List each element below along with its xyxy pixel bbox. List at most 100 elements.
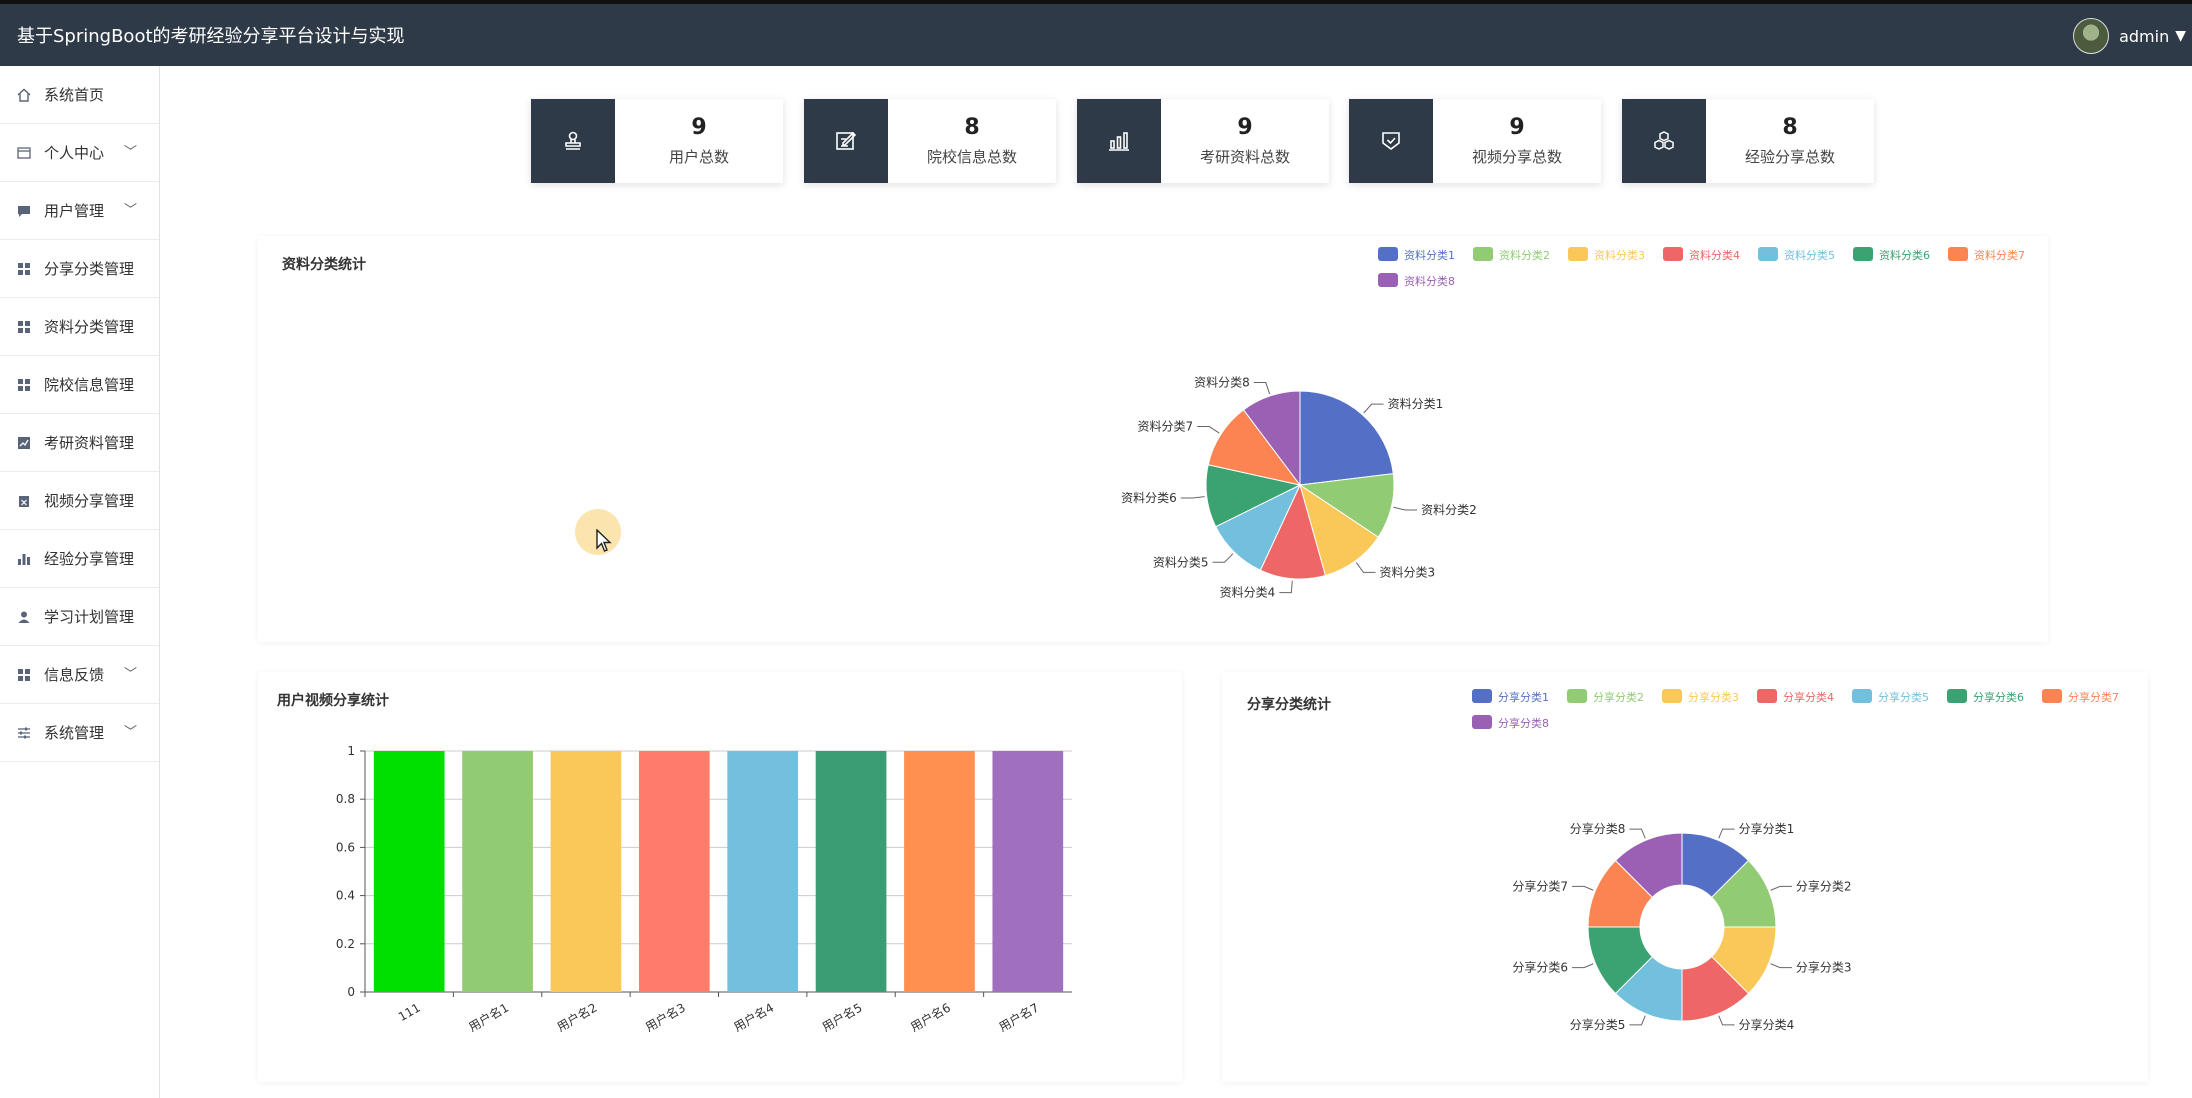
stat-card: 9 考研资料总数 [1077,99,1329,183]
caret-down-icon[interactable]: ▼ [2175,28,2186,44]
sidebar-item[interactable]: 分享分类管理 [0,240,159,298]
pie-label: 资料分类7 [1138,420,1194,434]
sidebar-item[interactable]: 视频分享管理 [0,472,159,530]
sidebar-item-label: 学习计划管理 [44,608,135,626]
chevron-down-icon[interactable]: ﹀ [123,667,137,682]
sliders-icon [17,726,31,740]
x-tick-label: 用户名3 [643,1000,688,1035]
legend-swatch [1947,689,1967,703]
pie-slice [1614,832,1683,899]
pie-label-line [1629,1015,1646,1026]
bar [904,751,975,992]
id-card-icon [17,146,31,160]
legend-label: 分享分类7 [2068,690,2119,704]
sidebar-item-label: 资料分类管理 [44,318,135,336]
x-tick-label: 用户名6 [908,1000,953,1035]
legend-label: 分享分类8 [1498,716,1549,730]
stat-value: 8 [964,115,980,140]
pie-label-line [1197,426,1220,434]
legend-swatch [1473,247,1493,261]
pie-slice [1242,390,1301,487]
legend-label: 分享分类5 [1878,690,1929,704]
stat-value: 9 [691,115,707,140]
x-tick-label: 用户名4 [731,1000,776,1035]
pie-label-line [1393,506,1418,511]
pie-slice [1298,473,1395,538]
pie-label: 资料分类5 [1153,555,1209,569]
sidebar-item[interactable]: 学习计划管理 [0,588,159,646]
pie-label: 分享分类5 [1570,1017,1626,1032]
pie-label-line [1572,885,1594,891]
pie-slice [1207,409,1302,486]
stat-label: 考研资料总数 [1199,148,1290,166]
legend-label: 分享分类1 [1498,690,1549,704]
sidebar-item[interactable]: 经验分享管理 [0,530,159,588]
pie-label-line [1770,885,1792,891]
legend-swatch [1853,247,1873,261]
legend-swatch [1758,247,1778,261]
legend-swatch [1472,715,1492,729]
grid-icon [17,668,31,682]
legend-label: 资料分类7 [1974,248,2025,262]
sidebar-item[interactable]: 用户管理 ﹀ [0,182,159,240]
stat-label: 用户总数 [668,148,729,166]
sidebar: 系统首页 个人中心 ﹀ 用户管理 ﹀ 分享分类管理 资料分类管理 院校信息管理 考研资料管理 视频… [0,66,160,1098]
pie-label: 资料分类2 [1421,503,1477,517]
shield-icon [1349,99,1433,183]
x-tick-label: 111 [396,1000,423,1024]
user-icon [17,610,31,624]
y-tick-label: 0 [347,985,355,999]
sidebar-item[interactable]: 院校信息管理 [0,356,159,414]
bar [815,751,887,992]
panel-title: 资料分类统计 [282,257,366,273]
x-tick-label: 用户名1 [466,1000,511,1035]
pie-label-line [1770,963,1792,969]
pie-label: 分享分类6 [1512,960,1568,975]
app-title: 基于SpringBoot的考研经验分享平台设计与实现 [17,26,405,47]
sidebar-item-label: 视频分享管理 [44,492,135,510]
bar [550,751,622,992]
sidebar-item-label: 经验分享管理 [44,550,135,568]
legend-label: 资料分类2 [1499,248,1550,262]
user-video-panel: 用户视频分享统计 0 0.2 0.4 0.6 0.8 1 111 用户名1 用户名2 用户名3 用户… [258,672,1182,1082]
grid-icon [17,262,31,276]
sidebar-item[interactable]: 信息反馈 ﹀ [0,646,159,704]
chevron-down-icon[interactable]: ﹀ [123,145,137,160]
legend-label: 分享分类3 [1688,690,1739,704]
legend-label: 资料分类8 [1404,274,1455,288]
sidebar-item-label: 个人中心 [44,144,105,162]
chevron-down-icon[interactable]: ﹀ [123,725,137,740]
legend-label: 分享分类2 [1593,690,1644,704]
y-tick-label: 0.6 [336,840,355,854]
legend-label: 分享分类4 [1783,690,1834,704]
pie-label: 分享分类8 [1570,821,1626,836]
username[interactable]: admin [2119,26,2170,46]
legend-swatch [1662,689,1682,703]
x-tick-label: 用户名7 [996,1000,1041,1035]
pie-label-line [1212,553,1234,563]
sidebar-item[interactable]: 个人中心 ﹀ [0,124,159,182]
top-bar: 基于SpringBoot的考研经验分享平台设计与实现 admin ▼ [0,0,2192,66]
sidebar-item[interactable]: 系统管理 ﹀ [0,704,159,762]
pie-label-line [1356,562,1376,573]
user-menu[interactable]: admin ▼ [2073,18,2186,54]
sidebar-item[interactable]: 考研资料管理 [0,414,159,472]
chevron-down-icon[interactable]: ﹀ [123,203,137,218]
pie-label: 分享分类1 [1739,821,1795,836]
stat-card: 8 经验分享总数 [1622,99,1874,183]
pie-label: 资料分类4 [1220,586,1276,600]
sidebar-item[interactable]: 系统首页 [0,66,159,124]
stat-label: 经验分享总数 [1744,148,1835,166]
pie-label-line [1572,963,1594,969]
legend-swatch [2042,689,2062,703]
bar [373,751,445,992]
y-tick-label: 1 [347,744,355,758]
legend-swatch [1948,247,1968,261]
legend-swatch [1852,689,1872,703]
sidebar-item[interactable]: 资料分类管理 [0,298,159,356]
legend-label: 资料分类3 [1594,248,1645,262]
pie-slice [1299,390,1394,486]
sidebar-item-label: 分享分类管理 [44,260,135,278]
avatar[interactable] [2073,18,2110,54]
sidebar-item-label: 院校信息管理 [44,376,135,394]
